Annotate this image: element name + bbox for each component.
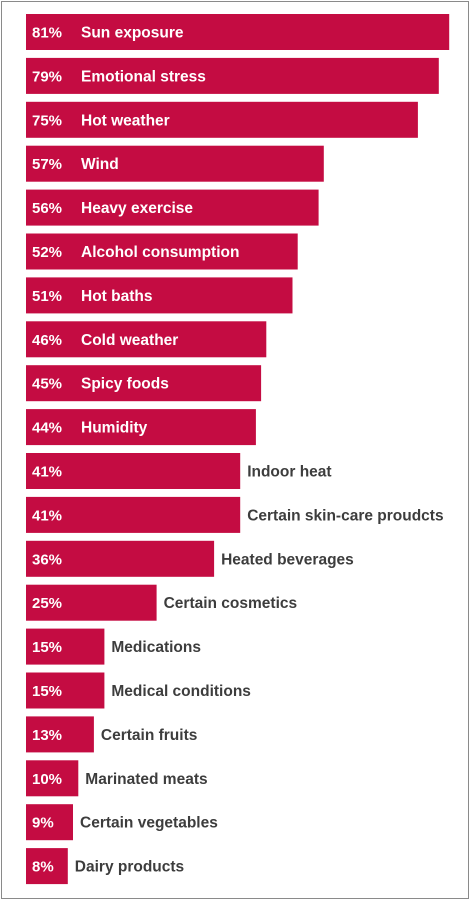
bar — [26, 409, 256, 446]
category-label: Dairy products — [75, 859, 184, 876]
bar-value-label: 13% — [32, 727, 62, 744]
bar-value-label: 81% — [32, 25, 62, 42]
category-label: Humidity — [81, 420, 148, 437]
category-label: Cold weather — [81, 332, 178, 349]
category-label: Alcohol consumption — [81, 244, 239, 261]
category-label: Certain skin-care proudcts — [247, 507, 443, 524]
bar-value-label: 9% — [32, 815, 54, 832]
category-label: Certain cosmetics — [164, 595, 298, 612]
bar — [26, 584, 157, 621]
bar — [26, 321, 267, 358]
bar-value-label: 57% — [32, 156, 62, 173]
bar-value-label: 10% — [32, 771, 62, 788]
bar-value-label: 41% — [32, 507, 62, 524]
bar-value-label: 52% — [32, 244, 62, 261]
bar — [26, 233, 298, 270]
bar-value-label: 8% — [32, 859, 54, 876]
bar — [26, 365, 262, 402]
bar — [26, 716, 94, 753]
bar-value-label: 41% — [32, 464, 62, 481]
bar-value-label: 75% — [32, 112, 62, 129]
category-label: Certain fruits — [101, 727, 197, 744]
category-label: Marinated meats — [85, 771, 207, 788]
bar — [26, 453, 241, 489]
bar — [26, 760, 79, 797]
bar-value-label: 44% — [32, 420, 62, 437]
bar-value-label: 46% — [32, 332, 62, 349]
bar-value-label: 25% — [32, 595, 62, 612]
bar — [26, 672, 105, 709]
category-label: Medical conditions — [111, 683, 251, 700]
category-label: Hot weather — [81, 112, 170, 129]
bar — [26, 101, 418, 138]
bar — [26, 496, 241, 533]
bar — [26, 14, 450, 50]
category-label: Medications — [111, 639, 201, 656]
bar — [26, 804, 73, 841]
category-label: Sun exposure — [81, 25, 184, 42]
bar-value-label: 45% — [32, 376, 62, 393]
bar-value-label: 36% — [32, 551, 62, 568]
category-label: Heavy exercise — [81, 200, 193, 217]
category-label: Certain vegetables — [80, 815, 218, 832]
bar — [26, 628, 105, 665]
bar — [26, 848, 68, 885]
bar — [26, 57, 439, 94]
category-label: Hot baths — [81, 288, 152, 305]
category-label: Wind — [81, 156, 119, 173]
bar — [26, 189, 319, 226]
bar — [26, 540, 215, 577]
category-label: Indoor heat — [247, 464, 331, 481]
bar-value-label: 56% — [32, 200, 62, 217]
bar-value-label: 15% — [32, 683, 62, 700]
bar-value-label: 79% — [32, 68, 62, 85]
bar-value-label: 51% — [32, 288, 62, 305]
category-label: Heated beverages — [221, 551, 354, 568]
bar — [26, 277, 293, 314]
category-label: Spicy foods — [81, 376, 169, 393]
category-label: Emotional stress — [81, 68, 206, 85]
bar-value-label: 15% — [32, 639, 62, 656]
bar — [26, 145, 324, 182]
